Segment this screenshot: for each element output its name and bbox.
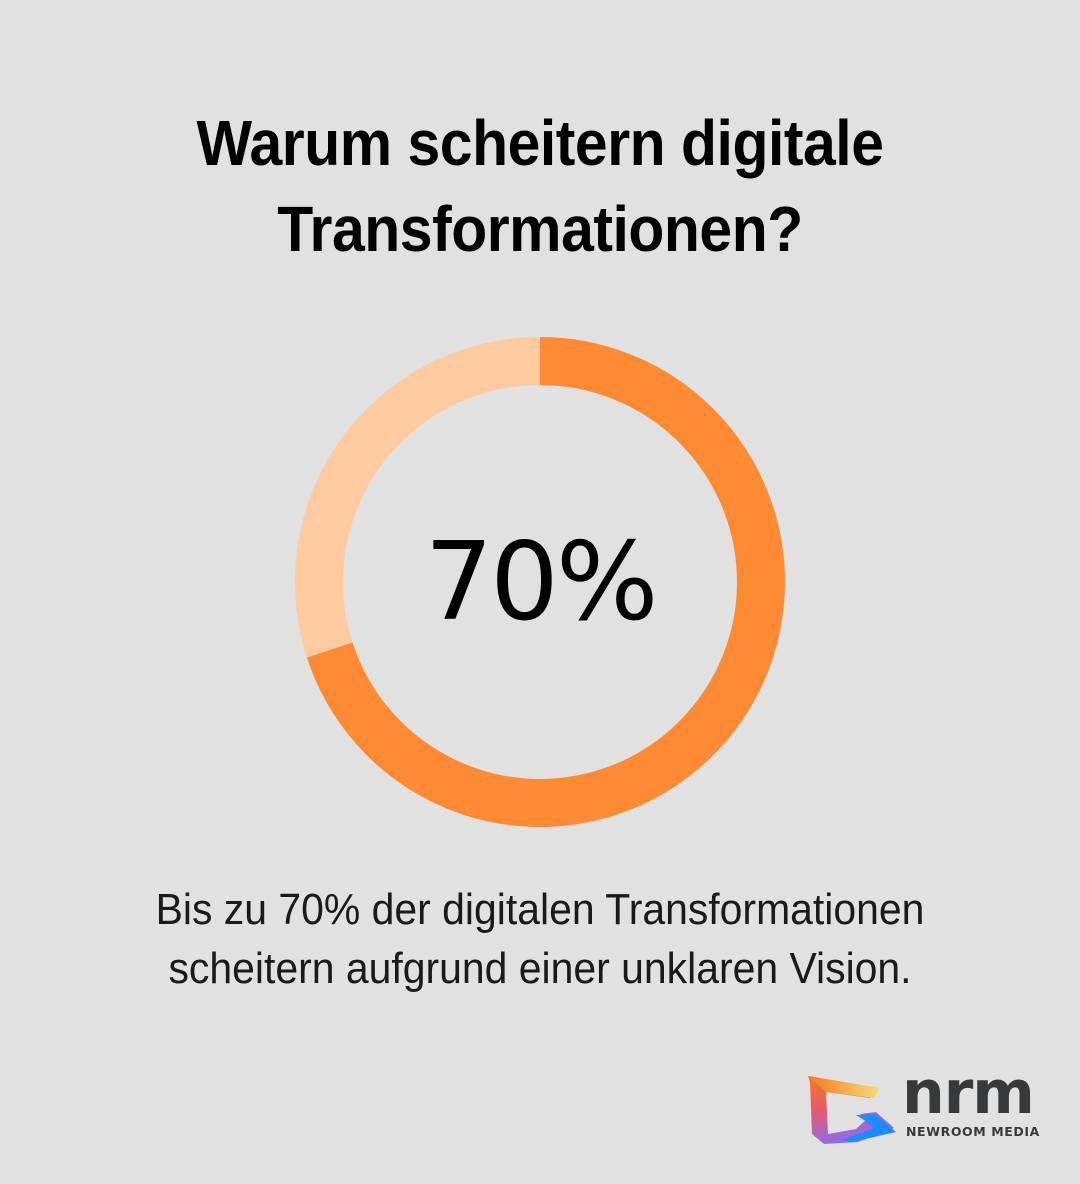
title-line-2: Transformationen? [277, 193, 803, 265]
caption-text: Bis zu 70% der digitalen Transformatione… [38, 880, 1042, 998]
newroom-media-logo-icon [808, 1076, 896, 1144]
chart-title: Warum scheitern digitale Transformatione… [43, 100, 1037, 272]
logo-subtitle: NEWROOM MEDIA [906, 1124, 1040, 1139]
caption-line-1: Bis zu 70% der digitalen Transformatione… [155, 885, 925, 934]
center-percentage: 70% [424, 519, 658, 645]
title-line-1: Warum scheitern digitale [196, 107, 884, 179]
newroom-media-logo: nrm NEWROOM MEDIA [798, 1058, 1048, 1148]
donut-chart [295, 337, 785, 827]
logo-wordmark: nrm [902, 1058, 1035, 1128]
donut-primary-segment [295, 337, 785, 827]
caption-line-2: scheitern aufgrund einer unklaren Vision… [168, 944, 912, 993]
